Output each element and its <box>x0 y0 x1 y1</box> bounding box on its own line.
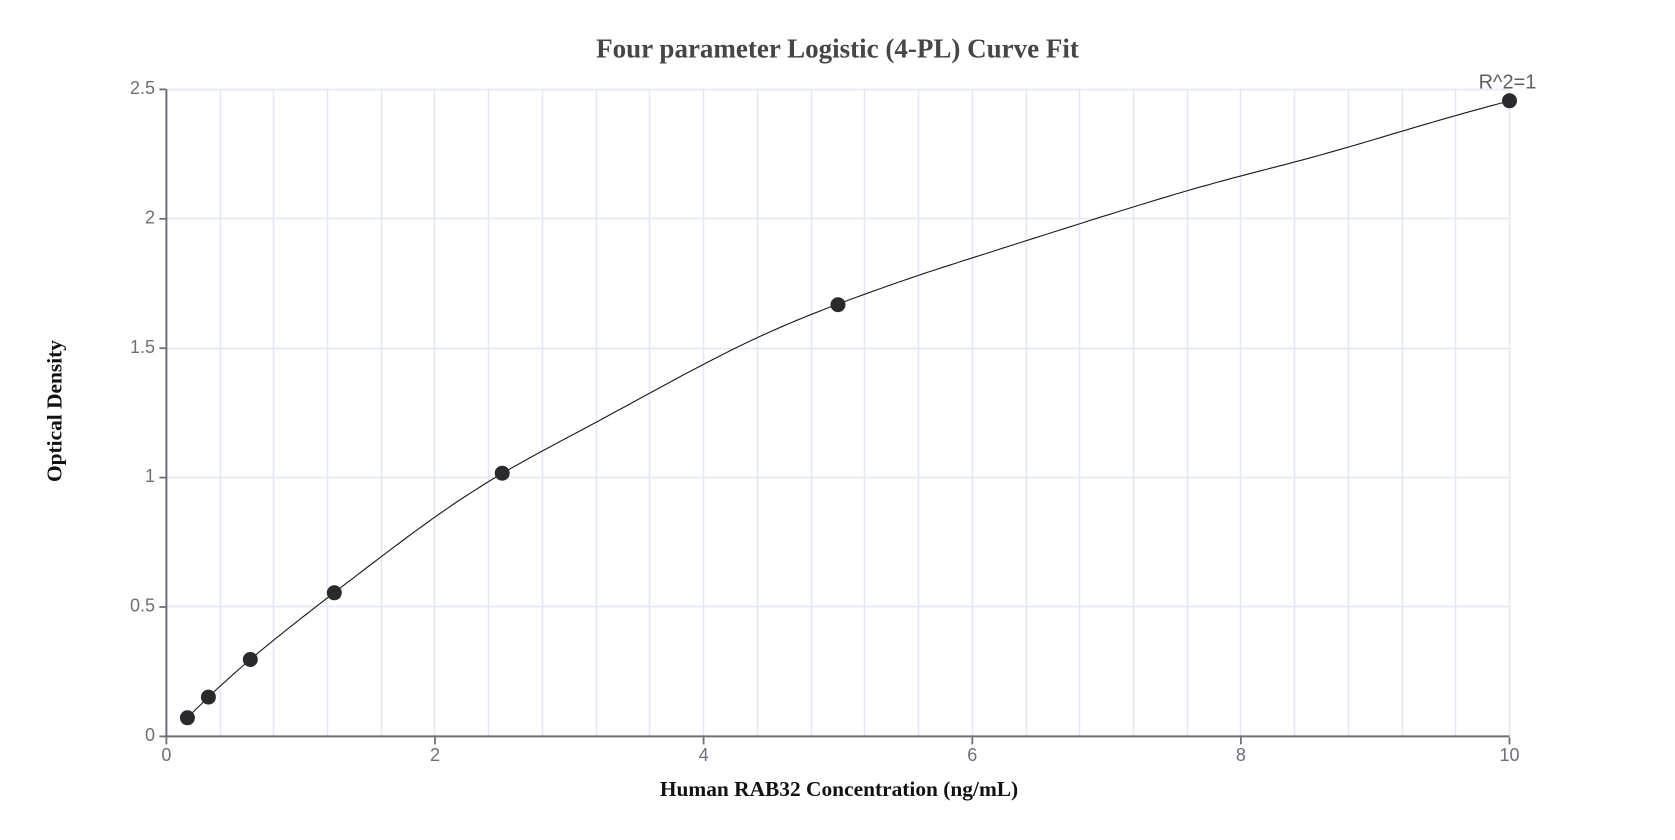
svg-text:1: 1 <box>145 466 155 486</box>
svg-text:6: 6 <box>967 745 977 765</box>
svg-text:0.5: 0.5 <box>130 596 155 616</box>
svg-text:Four parameter Logistic (4-PL): Four parameter Logistic (4-PL) Curve Fit <box>596 33 1079 63</box>
svg-text:Optical Density: Optical Density <box>43 340 67 482</box>
svg-text:8: 8 <box>1236 745 1246 765</box>
svg-text:4: 4 <box>699 745 709 765</box>
svg-text:0: 0 <box>161 745 171 765</box>
svg-text:2: 2 <box>430 745 440 765</box>
svg-text:2.5: 2.5 <box>130 78 155 98</box>
svg-text:2: 2 <box>145 207 155 227</box>
svg-text:R^2=1: R^2=1 <box>1479 72 1537 94</box>
svg-text:10: 10 <box>1499 745 1519 765</box>
svg-text:1.5: 1.5 <box>130 337 155 357</box>
svg-text:Human RAB32 Concentration (ng/: Human RAB32 Concentration (ng/mL) <box>660 777 1018 801</box>
svg-text:0: 0 <box>145 725 155 745</box>
